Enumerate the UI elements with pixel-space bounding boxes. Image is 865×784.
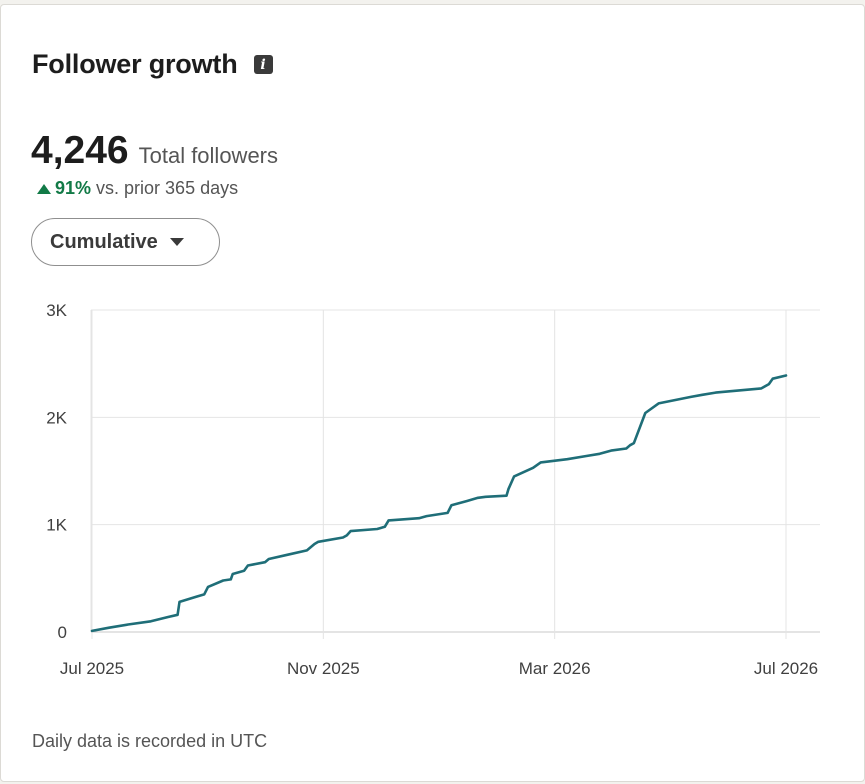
view-mode-dropdown[interactable]: Cumulative xyxy=(31,218,220,266)
utc-footnote: Daily data is recorded in UTC xyxy=(32,731,268,751)
total-followers-label: Total followers xyxy=(138,143,278,168)
view-mode-label: Cumulative xyxy=(50,230,158,253)
y-tick-label: 3K xyxy=(46,301,67,320)
caret-down-icon xyxy=(169,238,184,246)
x-tick-label: Jul 2025 xyxy=(60,659,124,678)
triangle-up-icon xyxy=(37,183,51,194)
y-tick-label: 1K xyxy=(46,516,67,535)
y-tick-label: 0 xyxy=(58,623,67,642)
y-tick-label: 2K xyxy=(46,408,67,427)
total-followers-value: 4,246 xyxy=(31,129,129,172)
change-percent: 91% xyxy=(55,178,92,198)
x-tick-label: Mar 2026 xyxy=(519,659,591,678)
x-tick-label: Nov 2025 xyxy=(287,659,360,678)
change-label: vs. prior 365 days xyxy=(96,178,239,198)
x-tick-label: Jul 2026 xyxy=(754,659,818,678)
card-title: Follower growth xyxy=(32,49,238,79)
followers-series-line xyxy=(90,374,788,633)
title-row: Follower growth i xyxy=(32,49,273,80)
total-row: 4,246 Total followers xyxy=(31,129,278,173)
info-icon[interactable]: i xyxy=(253,55,273,74)
change-row: 91% vs. prior 365 days xyxy=(37,178,238,199)
